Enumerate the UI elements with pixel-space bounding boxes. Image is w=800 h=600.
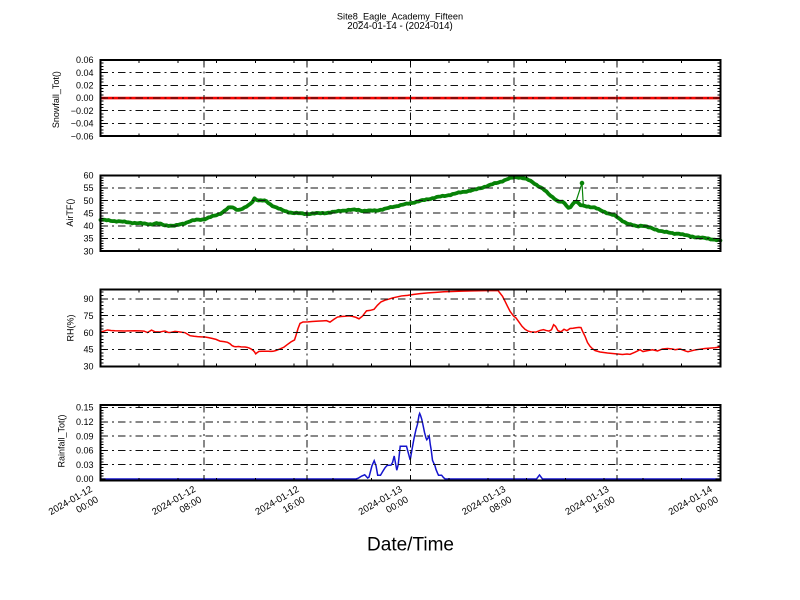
svg-text:0.00: 0.00	[76, 474, 94, 484]
svg-text:Date/Time: Date/Time	[367, 535, 454, 556]
svg-text:AirTF(): AirTF()	[65, 199, 75, 227]
svg-text:Site8_Eagle_Academy_Fifteen: Site8_Eagle_Academy_Fifteen	[337, 12, 463, 22]
svg-text:50: 50	[83, 196, 93, 206]
svg-text:90: 90	[83, 294, 93, 304]
svg-text:30: 30	[83, 361, 93, 371]
svg-text:−0.02: −0.02	[71, 106, 94, 116]
svg-text:35: 35	[83, 234, 93, 244]
svg-text:0.15: 0.15	[76, 403, 94, 413]
svg-text:45: 45	[83, 208, 93, 218]
svg-text:60: 60	[83, 328, 93, 338]
svg-text:Rainfall_Tot(): Rainfall_Tot()	[57, 414, 67, 467]
svg-text:60: 60	[83, 171, 93, 181]
svg-text:0.06: 0.06	[76, 55, 94, 65]
svg-text:−0.06: −0.06	[71, 131, 94, 141]
svg-text:0.12: 0.12	[76, 417, 94, 427]
svg-text:0.00: 0.00	[76, 93, 94, 103]
svg-text:45: 45	[83, 345, 93, 355]
svg-text:55: 55	[83, 183, 93, 193]
svg-text:Snowfall_Tot(): Snowfall_Tot()	[51, 71, 61, 128]
svg-text:0.06: 0.06	[76, 446, 94, 456]
svg-text:RH(%): RH(%)	[66, 315, 76, 342]
svg-text:0.02: 0.02	[76, 81, 94, 91]
svg-text:2024-01-14 - (2024-014): 2024-01-14 - (2024-014)	[347, 21, 453, 32]
svg-text:−0.04: −0.04	[71, 119, 94, 129]
svg-text:0.09: 0.09	[76, 431, 94, 441]
svg-text:40: 40	[83, 221, 93, 231]
svg-text:75: 75	[83, 311, 93, 321]
svg-text:30: 30	[83, 246, 93, 256]
svg-text:0.03: 0.03	[76, 460, 94, 470]
svg-text:0.04: 0.04	[76, 68, 94, 78]
